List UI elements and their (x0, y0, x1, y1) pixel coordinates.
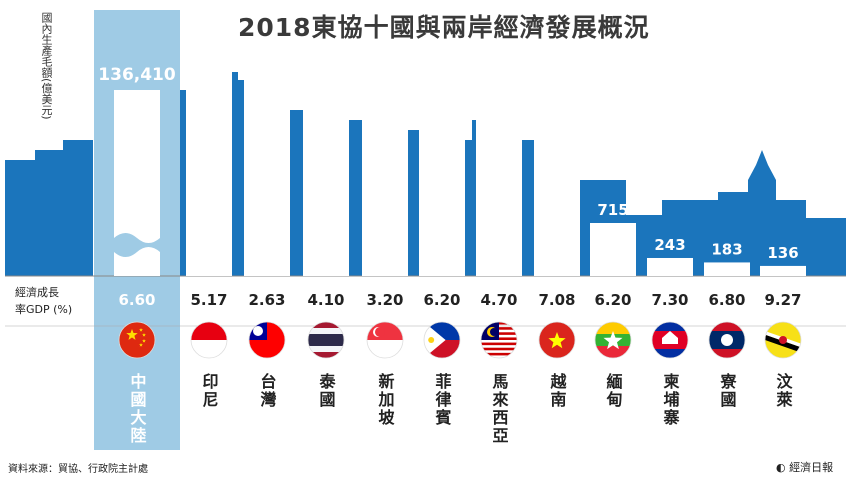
growth-value-label: 2.63 (248, 291, 285, 309)
gdp-bar (534, 99, 580, 277)
gdp-bar (186, 0, 232, 276)
source-note: 資料來源：貿協、行政院主計處 (8, 464, 148, 475)
myanmar-flag-icon (594, 321, 632, 359)
y-axis-label: 國內生產毛額(億美元) (40, 12, 53, 120)
country-name-label: 台灣 (258, 372, 277, 409)
gdp-value-label: 136 (767, 244, 798, 262)
gdp-bar (704, 262, 750, 276)
brand-logo: ◐ 經濟日報 (776, 461, 834, 474)
gdp-value-label: 3,569 (361, 0, 408, 7)
gdp-value-label: 2,380 (533, 78, 580, 96)
chart-title: 2018東協十國與兩岸經濟發展概況 (238, 13, 650, 42)
country-name-label: 柬埔寨 (661, 372, 681, 427)
growth-value-label: 6.80 (708, 291, 745, 309)
brunei-flag-icon (764, 321, 802, 359)
growth-value-label: 7.08 (538, 291, 575, 309)
gdp-bar (362, 11, 408, 276)
gdp-bar (647, 257, 693, 276)
singapore-flag-icon (366, 321, 404, 359)
gdp-bar (760, 265, 806, 276)
country-name-label: 寮國 (718, 372, 738, 409)
laos-flag-icon (708, 321, 746, 359)
gdp-value-label: 183 (711, 240, 742, 258)
growth-value-label: 7.30 (651, 291, 688, 309)
vietnam-flag-icon (538, 321, 576, 359)
growth-row-label-line-2: 率GDP (%) (15, 303, 73, 316)
country-name-label: 緬甸 (604, 372, 624, 409)
country-name-label: 菲律賓 (433, 372, 453, 427)
gdp-bar (244, 0, 290, 276)
gdp-bar (476, 36, 522, 276)
country-name-label: 中國大陸 (128, 372, 147, 445)
philippines-flag-icon (423, 321, 461, 359)
growth-value-label: 6.20 (423, 291, 460, 309)
gdp-value-label: 3,350 (418, 6, 465, 24)
country-name-label: 馬來西亞 (490, 373, 509, 445)
country-name-label: 印尼 (200, 373, 219, 409)
growth-row-label: 經濟成長 率GDP (%) (15, 284, 95, 318)
country-name-label: 越南 (548, 372, 568, 409)
gdp-bar (590, 223, 636, 276)
growth-value-label: 9.27 (764, 291, 801, 309)
growth-value-label: 5.17 (190, 291, 227, 309)
thailand-flag-icon (307, 321, 345, 359)
gdp-bar (303, 0, 349, 276)
growth-value-label: 4.10 (307, 291, 344, 309)
growth-value-label: 6.60 (118, 291, 155, 309)
gdp-value-label: 715 (597, 201, 628, 219)
gdp-value-label: 243 (654, 236, 685, 254)
brand-name: 經濟日報 (789, 461, 834, 474)
china-flag-icon (118, 321, 156, 359)
growth-value-label: 3.20 (366, 291, 403, 309)
taiwan-flag-icon (248, 321, 286, 359)
indonesia-flag-icon (190, 321, 228, 359)
country-name-label: 汶萊 (774, 372, 794, 409)
country-name-label: 泰國 (317, 372, 337, 409)
growth-row-label-line-1: 經濟成長 (15, 286, 59, 299)
cambodia-flag-icon (651, 321, 689, 359)
gdp-bar (419, 27, 465, 277)
gdp-value-label: 3,226 (475, 15, 522, 33)
growth-value-label: 4.70 (480, 291, 517, 309)
gdp-value-label: 136,410 (98, 65, 176, 85)
axis-break-mark (114, 233, 160, 257)
country-name-label: 新加坡 (376, 372, 396, 427)
malaysia-flag-icon (480, 321, 518, 359)
growth-value-label: 6.20 (594, 291, 631, 309)
